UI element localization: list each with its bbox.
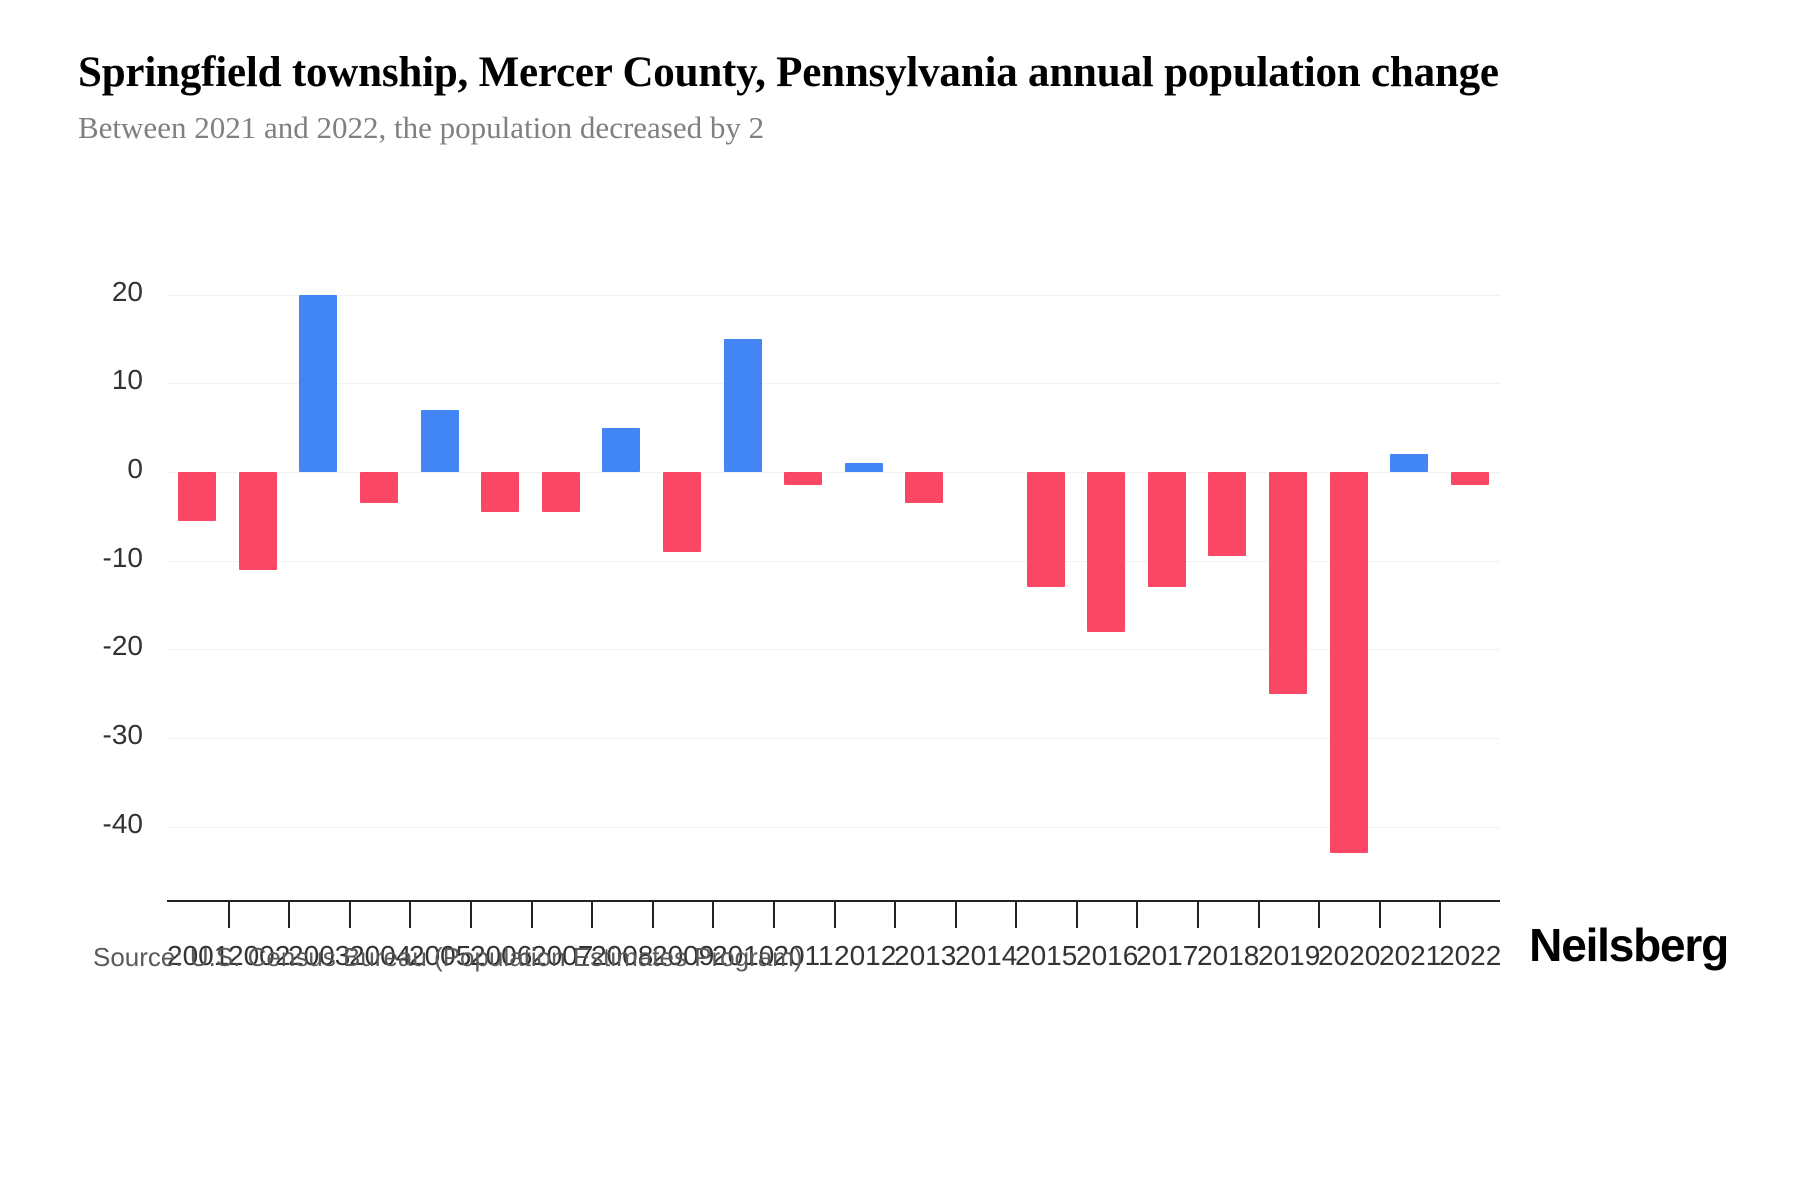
source-note: Source: U.S. Census Bureau (Population E…	[93, 942, 803, 972]
bar-2017[interactable]	[1148, 472, 1186, 587]
y-axis-tick-label: 10	[111, 364, 143, 395]
x-axis-tick	[712, 900, 714, 928]
bar-2016[interactable]	[1087, 472, 1125, 632]
x-axis-tick-label-2010: 2010	[712, 940, 775, 971]
bar-2020[interactable]	[1330, 472, 1368, 853]
y-axis-tick-label: -40	[102, 808, 143, 839]
bar-2018[interactable]	[1208, 472, 1246, 556]
x-axis-tick-label-2003: 2003	[288, 940, 351, 971]
bar-2005[interactable]	[421, 410, 459, 472]
x-axis-tick	[834, 900, 836, 928]
x-axis-tick-label-2021: 2021	[1379, 940, 1442, 971]
x-axis-tick	[1076, 900, 1078, 928]
x-axis-tick-label-2012: 2012	[834, 940, 897, 971]
x-axis-tick-label-2008: 2008	[591, 940, 654, 971]
x-axis-tick-label-2016: 2016	[1076, 940, 1139, 971]
x-axis-tick	[349, 900, 351, 928]
x-axis-tick-label-2001: 2001	[167, 940, 230, 971]
x-axis-tick	[1379, 900, 1381, 928]
chart-header: Springfield township, Mercer County, Pen…	[78, 48, 1800, 146]
x-axis-tick-label-2007: 2007	[531, 940, 594, 971]
y-axis-tick-label: -20	[102, 630, 143, 661]
x-axis-tick-label-2002: 2002	[228, 940, 291, 971]
gridline	[167, 472, 1500, 473]
x-axis-tick	[288, 900, 290, 928]
gridline	[167, 738, 1500, 739]
bar-2007[interactable]	[542, 472, 580, 512]
x-axis-tick-label-2022: 2022	[1439, 940, 1502, 971]
bar-2004[interactable]	[360, 472, 398, 503]
gridline	[167, 649, 1500, 650]
brand-logo: Neilsberg	[1529, 919, 1729, 971]
bar-2008[interactable]	[602, 428, 640, 472]
x-axis-tick	[531, 900, 533, 928]
x-axis-tick-label-2020: 2020	[1318, 940, 1381, 971]
x-axis-tick-label-2009: 2009	[652, 940, 715, 971]
x-axis-tick	[1258, 900, 1260, 928]
x-axis-tick	[1439, 900, 1441, 928]
x-axis-tick-label-2017: 2017	[1136, 940, 1199, 971]
y-axis-tick-label: -10	[102, 542, 143, 573]
x-axis-tick	[773, 900, 775, 928]
gridline	[167, 827, 1500, 828]
gridline	[167, 561, 1500, 562]
bar-2002[interactable]	[239, 472, 277, 570]
x-axis-tick-label-2004: 2004	[349, 940, 412, 971]
bar-2001[interactable]	[178, 472, 216, 521]
x-axis-tick	[1136, 900, 1138, 928]
x-axis-tick	[470, 900, 472, 928]
gridline	[167, 383, 1500, 384]
x-axis-tick	[1197, 900, 1199, 928]
x-axis-tick	[1015, 900, 1017, 928]
x-axis-tick-label-2019: 2019	[1258, 940, 1321, 971]
bar-2021[interactable]	[1390, 454, 1428, 472]
x-axis-tick	[955, 900, 957, 928]
bar-2003[interactable]	[299, 295, 337, 472]
x-axis-tick	[1318, 900, 1320, 928]
gridline	[167, 295, 1500, 296]
x-axis-tick	[894, 900, 896, 928]
x-axis-tick-label-2013: 2013	[894, 940, 957, 971]
x-axis-tick-label-2006: 2006	[470, 940, 533, 971]
bar-2012[interactable]	[845, 463, 883, 472]
bar-2019[interactable]	[1269, 472, 1307, 694]
y-axis-tick-label: 20	[111, 276, 143, 307]
bar-2015[interactable]	[1027, 472, 1065, 587]
y-axis-tick-label: 0	[127, 453, 143, 484]
x-axis-tick-label-2018: 2018	[1197, 940, 1260, 971]
chart-subtitle: Between 2021 and 2022, the population de…	[78, 109, 765, 145]
x-axis-tick	[591, 900, 593, 928]
bar-2022[interactable]	[1451, 472, 1489, 485]
x-axis-tick-label-2005: 2005	[409, 940, 472, 971]
x-axis-tick-label-2015: 2015	[1015, 940, 1078, 971]
x-axis-line	[167, 900, 1500, 902]
x-axis-tick	[228, 900, 230, 928]
bar-2006[interactable]	[481, 472, 519, 512]
y-axis-tick-label: -30	[102, 719, 143, 750]
page-title: Springfield township, Mercer County, Pen…	[78, 49, 1499, 96]
x-axis-tick-label-2014: 2014	[955, 940, 1018, 971]
bar-2013[interactable]	[905, 472, 943, 503]
bar-2009[interactable]	[663, 472, 701, 552]
bar-2010[interactable]	[724, 339, 762, 472]
bar-2011[interactable]	[784, 472, 822, 485]
x-axis-tick	[652, 900, 654, 928]
x-axis-tick-label-2011: 2011	[773, 940, 834, 971]
x-axis-tick	[409, 900, 411, 928]
